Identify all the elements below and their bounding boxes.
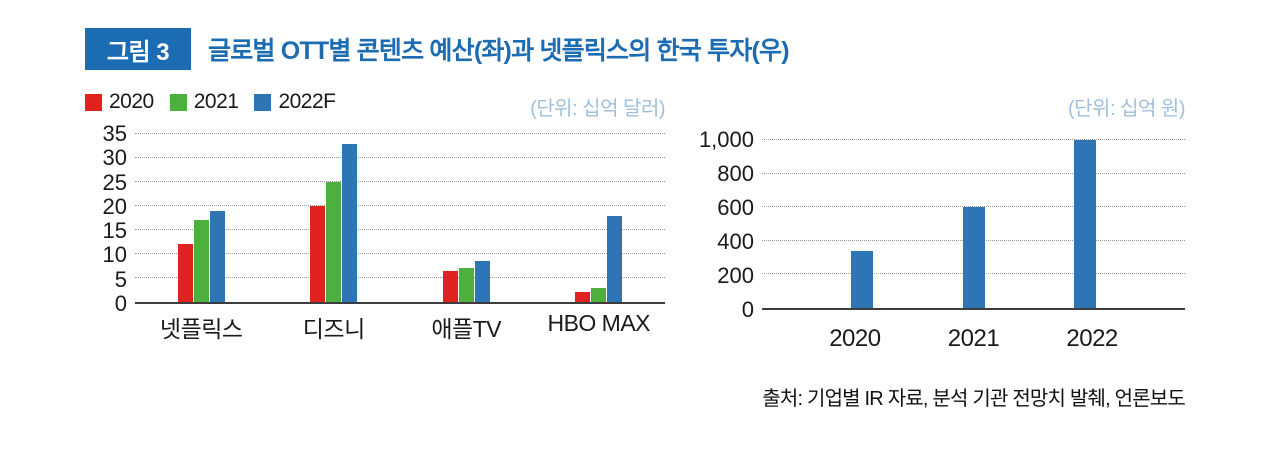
gridline (135, 253, 665, 254)
legend-swatch-2021 (169, 93, 187, 111)
gridline (135, 133, 665, 134)
right-chart-netflix-korea-investment: 0 200 400 600 800 1,000 2020 2021 2022 (699, 120, 1185, 365)
left-chart-ott-content-budget: 0 5 10 15 20 25 30 35 넷플릭스 디즈니 애플TV HBO MAX (85, 120, 665, 348)
left-chart-x-axis-labels: 넷플릭스 디즈니 애플TV HBO MAX (135, 310, 665, 344)
legend-item-2020: 2020 (85, 90, 154, 114)
legend-swatch-2020 (85, 93, 102, 111)
bar-group-2020 (851, 140, 874, 308)
y-tick-label: 15 (102, 218, 127, 244)
legend-item-2022f: 2022F (254, 90, 336, 114)
figure-title: 글로벌 OTT별 콘텐츠 예산(좌)과 넷플릭스의 한국 투자(우) (208, 37, 790, 65)
x-tick-label: 2020 (829, 325, 881, 352)
y-tick-label: 10 (102, 242, 127, 268)
y-tick-label: 25 (102, 169, 127, 195)
right-chart-bars (762, 140, 1185, 308)
gridline (762, 206, 1185, 208)
right-chart-unit-label: (단위: 십억 원) (1068, 98, 1186, 120)
bar-2020-넷플릭스 (177, 244, 193, 302)
x-tick-label: 2022 (1066, 325, 1118, 352)
left-chart-plot-area (135, 133, 665, 304)
right-chart-x-axis-labels: 2020 2021 2022 (762, 325, 1185, 353)
gridline (762, 139, 1185, 140)
legend-swatch-2022f (254, 93, 272, 111)
bar-2022F-HBO MAX (607, 215, 623, 302)
gridline (135, 229, 665, 230)
source-note: 출처: 기업별 IR 자료, 분석 기관 전망치 발췌, 언론보도 (762, 388, 1186, 410)
y-tick-label: 5 (114, 266, 127, 292)
bar-2020-디즈니 (310, 206, 326, 302)
bar-넷플릭스 한국 투자-2022 (1073, 140, 1096, 308)
y-tick-label: 0 (741, 297, 754, 322)
gridline (135, 157, 665, 158)
right-chart-plot-area (762, 139, 1185, 310)
x-tick-label: 디즈니 (302, 316, 365, 342)
chart-legend: 2020 2021 2022F (85, 90, 336, 114)
y-tick-label: 1,000 (698, 127, 754, 152)
right-chart-y-axis-labels: 0 200 400 600 800 1,000 (699, 129, 754, 321)
x-tick-label: 넷플릭스 (159, 316, 243, 342)
bar-2021-HBO MAX (591, 287, 607, 302)
bar-2022F-디즈니 (342, 143, 358, 302)
left-chart-bars (135, 134, 665, 302)
bar-group-디즈니 (310, 134, 358, 302)
y-tick-label: 35 (102, 121, 127, 146)
gridline (762, 172, 1185, 174)
bar-넷플릭스 한국 투자-2020 (851, 250, 874, 308)
x-tick-label: 애플TV (431, 316, 502, 342)
legend-label-2020: 2020 (109, 90, 154, 113)
figure-label-badge: 그림 3 (85, 28, 191, 70)
left-chart-unit-label: (단위: 십억 달러) (530, 98, 665, 120)
bar-2021-애플TV (458, 268, 474, 302)
x-tick-label: HBO MAX (547, 310, 651, 336)
gridline (135, 205, 665, 206)
bar-2021-넷플릭스 (193, 220, 209, 302)
bar-넷플릭스 한국 투자-2021 (962, 207, 985, 308)
bar-group-애플TV (442, 134, 490, 302)
y-tick-label: 400 (717, 229, 754, 254)
gridline (135, 181, 665, 182)
y-tick-label: 800 (717, 161, 754, 186)
bar-2021-디즈니 (326, 182, 342, 302)
legend-label-2022f: 2022F (278, 90, 336, 113)
bar-2022F-애플TV (474, 261, 490, 302)
legend-label-2021: 2021 (193, 90, 239, 113)
y-tick-label: 0 (114, 291, 127, 316)
left-chart-y-axis-labels: 0 5 10 15 20 25 30 35 (85, 123, 127, 315)
y-tick-label: 30 (102, 145, 127, 171)
bar-group-넷플릭스 (177, 134, 225, 302)
bar-group-2022 (1073, 140, 1096, 308)
bar-group-HBO MAX (575, 134, 623, 302)
y-tick-label: 20 (102, 193, 127, 219)
bar-group-2021 (962, 140, 985, 308)
bar-2020-애플TV (442, 270, 458, 302)
bar-2022F-넷플릭스 (209, 210, 225, 302)
y-tick-label: 200 (717, 263, 754, 288)
bar-2020-HBO MAX (575, 292, 591, 302)
y-tick-label: 600 (717, 195, 754, 220)
legend-item-2021: 2021 (169, 90, 239, 114)
gridline (135, 277, 665, 278)
x-tick-label: 2021 (947, 325, 1000, 352)
